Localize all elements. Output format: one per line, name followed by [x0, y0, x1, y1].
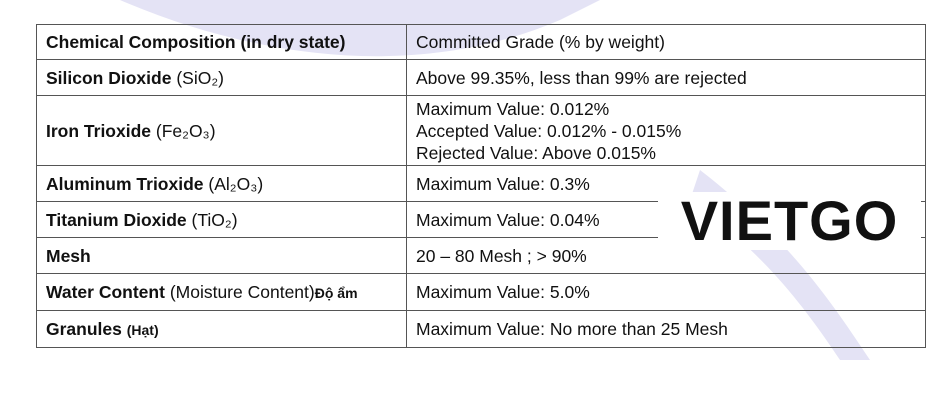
- component-cell: Mesh: [36, 237, 407, 274]
- component-formula: (Moisture Content): [169, 281, 315, 302]
- component-name: Mesh: [46, 245, 91, 266]
- grade-cell: Maximum Value: 0.012% Accepted Value: 0.0…: [406, 95, 926, 166]
- component-name: Granules: [46, 318, 122, 339]
- grade-text: Maximum Value: No more than 25 Mesh: [416, 319, 728, 339]
- component-name: Water Content: [46, 281, 165, 302]
- header-row: Chemical Composition (in dry state) Commi…: [36, 24, 926, 60]
- grade-text: Accepted Value: 0.012% - 0.015%: [416, 120, 682, 141]
- component-cell: Water Content (Moisture Content)Độ ẩm: [36, 273, 407, 311]
- component-name: Iron Trioxide: [46, 120, 152, 141]
- grade-text: Maximum Value: 0.012%: [416, 98, 610, 119]
- component-cell: Silicon Dioxide (SiO₂): [36, 59, 407, 96]
- component-name: Titanium Dioxide: [46, 209, 187, 230]
- grade-text: Maximum Value: 5.0%: [416, 282, 590, 302]
- header-cell: Committed Grade (% by weight): [406, 24, 926, 60]
- grade-cell: Above 99.35%, less than 99% are rejected: [406, 59, 926, 96]
- watermark: VIETGO: [658, 192, 921, 250]
- component-cell: Iron Trioxide (Fe₂O₃): [36, 95, 407, 166]
- table-row: Granules (Hạt) Maximum Value: No more tha…: [36, 310, 926, 348]
- component-formula: (Al₂O₃): [208, 173, 264, 194]
- table-row: Silicon Dioxide (SiO₂) Above 99.35%, less…: [36, 59, 926, 96]
- component-name: Silicon Dioxide: [46, 67, 172, 88]
- component-formula: (TiO₂): [191, 209, 238, 230]
- grade-text: Rejected Value: Above 0.015%: [416, 142, 656, 163]
- grade-text: Maximum Value: 0.04%: [416, 209, 600, 230]
- component-note: Độ ẩm: [314, 284, 358, 301]
- grade-cell: Maximum Value: 5.0%: [406, 273, 926, 311]
- component-note: (Hạt): [126, 321, 159, 338]
- table-row: Iron Trioxide (Fe₂O₃) Maximum Value: 0.01…: [36, 95, 926, 166]
- composition-table: Chemical Composition (in dry state) Commi…: [36, 24, 926, 348]
- grade-cell: Maximum Value: No more than 25 Mesh: [406, 310, 926, 348]
- component-cell: Titanium Dioxide (TiO₂): [36, 201, 407, 238]
- component-name: Aluminum Trioxide: [46, 173, 204, 194]
- grade-text: Above 99.35%, less than 99% are rejected: [416, 67, 747, 88]
- header-cell: Chemical Composition (in dry state): [36, 24, 407, 60]
- component-cell: Aluminum Trioxide (Al₂O₃): [36, 165, 407, 202]
- component-cell: Granules (Hạt): [36, 310, 407, 348]
- component-formula: (Fe₂O₃): [155, 120, 216, 141]
- grade-text: 20 – 80 Mesh ; > 90%: [416, 245, 587, 266]
- header-text: Chemical Composition (in dry state): [46, 32, 346, 52]
- table-row: Water Content (Moisture Content)Độ ẩm Max…: [36, 273, 926, 311]
- grade-text: Maximum Value: 0.3%: [416, 173, 590, 194]
- component-formula: (SiO₂): [176, 67, 224, 88]
- header-text: Committed Grade (% by weight): [416, 32, 665, 52]
